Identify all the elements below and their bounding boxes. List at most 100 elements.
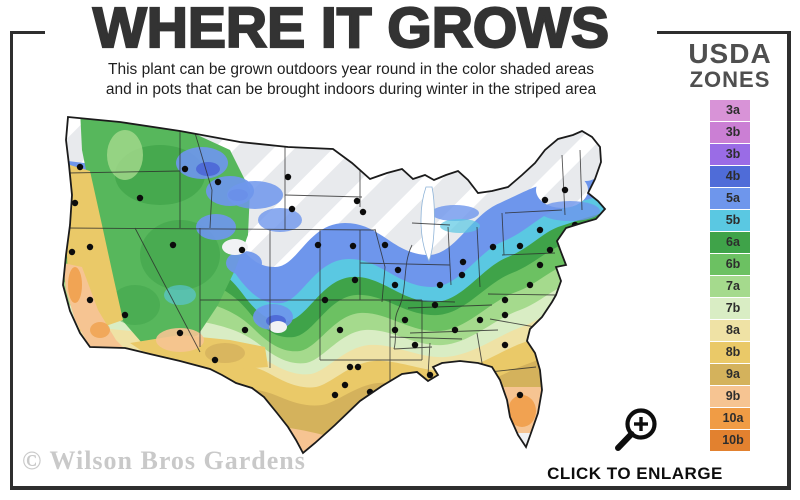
city-dot: [536, 261, 544, 269]
city-dot: [536, 226, 544, 234]
legend-title-zones: ZONES: [689, 67, 771, 92]
zone-swatch-9b: 9b: [710, 386, 750, 408]
city-dot: [354, 363, 362, 371]
city-dot: [436, 281, 444, 289]
watermark: © Wilson Bros Gardens: [22, 446, 306, 475]
city-dot: [501, 341, 509, 349]
city-dot: [169, 241, 177, 249]
city-dot: [71, 199, 79, 207]
usda-zone-map[interactable]: [30, 95, 670, 485]
michigan-cyan-fringe: [440, 219, 480, 233]
city-dot: [516, 391, 524, 399]
city-dot: [561, 186, 569, 194]
subtitle-line-2: and in pots that can be brought indoors …: [105, 81, 597, 99]
city-dot: [546, 246, 554, 254]
city-dot: [426, 371, 434, 379]
zone-swatch-5a: 5a: [710, 188, 750, 210]
zone-swatch-6b: 6b: [710, 254, 750, 276]
city-dot: [211, 356, 219, 364]
city-dot: [431, 301, 439, 309]
rockies-blue-patch: [196, 214, 236, 240]
legend-title-usda: USDA: [688, 38, 772, 69]
city-dot: [391, 326, 399, 334]
city-dot: [516, 242, 524, 250]
city-dot: [214, 178, 222, 186]
zone-swatch-7a: 7a: [710, 276, 750, 298]
city-dot: [489, 243, 497, 251]
montana-blue-patch: [227, 181, 283, 209]
city-dot: [451, 326, 459, 334]
city-dot: [241, 326, 249, 334]
city-dot: [353, 197, 361, 205]
city-dot: [501, 311, 509, 319]
subtitle: This plant can be grown outdoors year ro…: [45, 60, 657, 101]
city-dot: [76, 163, 84, 171]
city-dot: [349, 242, 357, 250]
city-dot: [501, 296, 509, 304]
city-dot: [121, 311, 129, 319]
city-dot: [341, 381, 349, 389]
zone-swatch-3b: 3b: [710, 144, 750, 166]
city-dot: [331, 391, 339, 399]
rockies-blue-patch: [226, 251, 262, 275]
city-dot: [181, 165, 189, 173]
city-dot: [336, 326, 344, 334]
city-dot: [351, 276, 359, 284]
maine-striped-patch: [566, 133, 605, 181]
city-dot: [176, 329, 184, 337]
zone-swatch-10a: 10a: [710, 408, 750, 430]
city-dot: [531, 431, 539, 439]
city-dot: [411, 341, 419, 349]
zone-swatch-5b: 5b: [710, 210, 750, 232]
zone-swatch-3b: 3b: [710, 122, 750, 144]
city-dot: [284, 173, 292, 181]
rockies-cyan-patch: [164, 285, 196, 305]
city-dot: [541, 196, 549, 204]
zone-swatch-4b: 4b: [710, 166, 750, 188]
city-dot: [321, 296, 329, 304]
northeast-blue-fringe: [540, 201, 600, 221]
city-dots: [68, 163, 579, 439]
alpine-white-patch: [269, 321, 287, 333]
west-light-green-patch: [107, 130, 143, 180]
zone-swatch-8a: 8a: [710, 320, 750, 342]
city-dot: [238, 246, 246, 254]
enlarge-control[interactable]: CLICK TO ENLARGE: [540, 404, 730, 484]
michigan-striped-patch: [433, 181, 477, 209]
zone-swatch-3a: 3a: [710, 100, 750, 122]
zone-swatch-6a: 6a: [710, 232, 750, 254]
city-dot: [346, 363, 354, 371]
subtitle-line-1: This plant can be grown outdoors year ro…: [108, 61, 594, 78]
city-dot: [288, 205, 296, 213]
page-title: WHERE IT GROWS: [92, 0, 610, 60]
rockies-royal-blue-patch: [196, 162, 220, 176]
california-orange-patch: [68, 267, 82, 303]
city-dot: [381, 241, 389, 249]
city-dot: [458, 271, 466, 279]
city-dot: [401, 316, 409, 324]
arizona-peach-patch: [156, 328, 204, 352]
california-orange-patch: [90, 322, 110, 338]
city-dot: [394, 266, 402, 274]
zone-florida-10a: [508, 395, 536, 427]
montana-blue-patch: [258, 208, 302, 232]
usda-zones-legend: USDA ZONES 3a 3b 3b 4b 5a 5b 6a 6b 7a 7b 8a 8b 9a 9b 1…: [682, 40, 778, 452]
zone-swatch-list: 3a 3b 3b 4b 5a 5b 6a 6b 7a 7b 8a 8b 9a 9b 10a 10b: [682, 100, 778, 452]
city-dot: [459, 258, 467, 266]
zone-swatch-7b: 7b: [710, 298, 750, 320]
city-dot: [136, 194, 144, 202]
michigan-blue-fringe: [431, 205, 479, 221]
city-dot: [68, 248, 76, 256]
city-dot: [391, 281, 399, 289]
zone-swatch-10b: 10b: [710, 430, 750, 452]
click-to-enlarge-label[interactable]: CLICK TO ENLARGE: [547, 464, 723, 483]
city-dot: [359, 208, 367, 216]
zoom-in-magnifier-icon[interactable]: [604, 404, 666, 462]
alpine-white-patch: [222, 239, 248, 255]
city-dot: [86, 296, 94, 304]
us-outline: [62, 116, 607, 455]
header: WHERE IT GROWS This plant can be grown o…: [45, 0, 657, 101]
city-dot: [86, 243, 94, 251]
zone-swatch-8b: 8b: [710, 342, 750, 364]
city-dot: [526, 281, 534, 289]
